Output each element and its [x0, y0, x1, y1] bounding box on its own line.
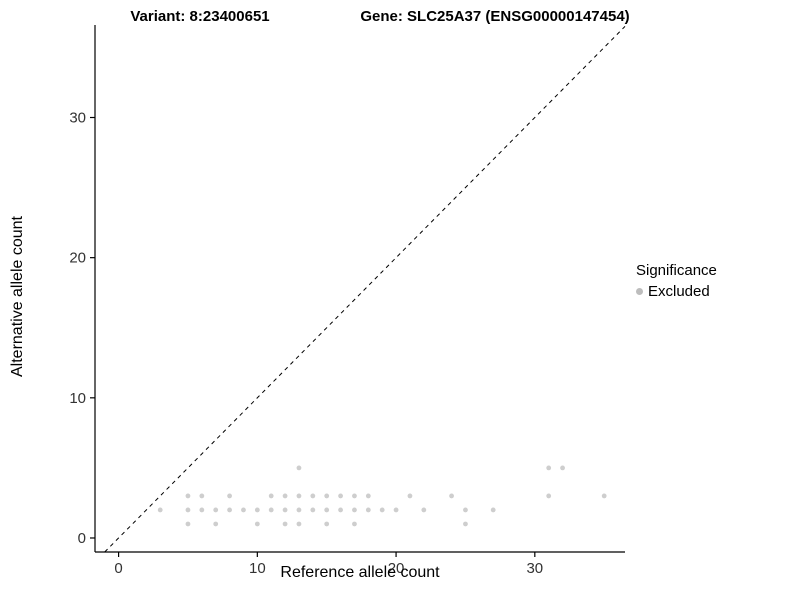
data-point: [282, 507, 288, 513]
data-point: [268, 507, 274, 513]
data-point: [282, 521, 288, 527]
data-point: [449, 493, 454, 499]
data-point: [352, 493, 357, 499]
x-tick-label: 30: [526, 560, 543, 577]
data-point: [185, 493, 191, 499]
identity-line: [104, 26, 626, 553]
data-point: [310, 493, 316, 499]
data-point: [227, 493, 232, 499]
data-point: [199, 507, 205, 513]
y-tick-label: 30: [69, 110, 86, 127]
data-point: [296, 507, 302, 513]
data-point: [282, 493, 288, 499]
x-tick-label: 10: [249, 560, 266, 577]
legend-dot-icon: [636, 288, 643, 295]
data-point: [227, 507, 232, 513]
data-point: [324, 493, 330, 499]
data-point: [421, 507, 427, 513]
data-point: [365, 507, 371, 513]
data-point: [296, 521, 302, 527]
data-point: [393, 507, 399, 513]
data-point: [268, 493, 274, 499]
data-point: [365, 493, 371, 499]
data-point: [546, 465, 552, 471]
data-point: [463, 521, 468, 527]
data-point: [463, 507, 468, 513]
x-axis-label: Reference allele count: [280, 564, 440, 581]
data-point: [241, 507, 246, 513]
data-point: [407, 493, 413, 499]
data-point: [254, 507, 260, 513]
data-point: [490, 507, 496, 513]
data-point: [296, 493, 302, 499]
y-tick-label: 10: [69, 390, 86, 407]
data-point: [546, 493, 552, 499]
y-axis-label: Alternative allele count: [9, 216, 26, 377]
data-point: [324, 521, 330, 527]
gene-title: Gene: SLC25A37 (ENSG00000147454): [360, 8, 630, 25]
data-point: [379, 507, 385, 513]
data-point: [157, 507, 163, 513]
legend-item-label: Excluded: [648, 283, 710, 300]
legend-title: Significance: [636, 262, 717, 279]
data-point: [310, 507, 316, 513]
data-point: [254, 521, 260, 527]
data-point: [601, 493, 607, 499]
data-point: [352, 507, 357, 513]
data-point: [213, 521, 219, 527]
legend-item-excluded: Excluded: [636, 283, 717, 300]
data-point: [213, 507, 219, 513]
data-point: [185, 507, 191, 513]
y-tick-label: 20: [69, 250, 86, 267]
data-point: [352, 521, 357, 527]
data-point: [185, 521, 191, 527]
y-tick-label: 0: [78, 530, 86, 547]
data-point: [324, 507, 330, 513]
data-point: [296, 465, 302, 471]
data-point: [338, 493, 343, 499]
data-point: [560, 465, 565, 471]
data-point: [338, 507, 343, 513]
x-tick-label: 20: [388, 560, 405, 577]
legend: Significance Excluded: [636, 262, 717, 300]
variant-title: Variant: 8:23400651: [130, 8, 270, 25]
data-point: [199, 493, 205, 499]
x-tick-label: 0: [114, 560, 122, 577]
